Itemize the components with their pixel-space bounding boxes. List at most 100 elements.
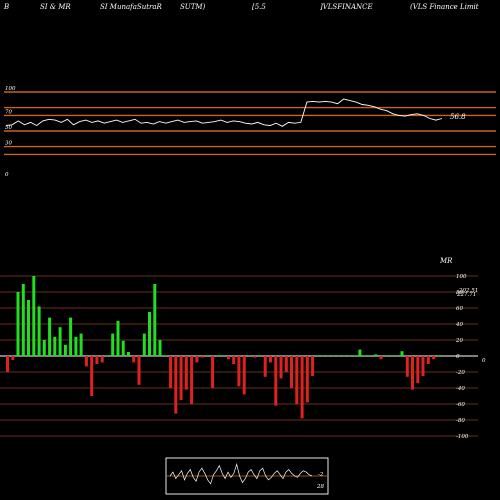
mr-bar-24 [132,356,136,363]
mr-bar-50 [269,356,272,363]
mr-bar-70 [374,354,378,356]
mr-tick-0: 0 [456,354,460,360]
rsi-tick-30: 30 [5,141,12,147]
mr-bar-79 [421,356,425,376]
mr-bar-26 [142,333,146,356]
mr-bar-10 [58,327,62,356]
mr-bar-42 [226,356,230,360]
rsi-value-label: 56.8 [450,113,466,121]
mr-zero-label-left: 0 [482,358,486,364]
mr-bar-31 [169,356,173,388]
mr-bar-21 [116,320,120,356]
mr-bar-3 [21,284,25,356]
mr-tick--80: -80 [456,418,465,424]
mr-bar-74 [395,355,399,356]
mr-bar-67 [358,349,362,356]
mr-bar-17 [95,356,99,364]
mr-bar-32 [174,356,178,414]
header-item-2: SI MunafaSutraR [100,3,163,11]
mr-bar-4 [27,300,30,356]
mr-tick--60: -60 [456,402,465,408]
mr-overlap-label-1: 227.71 [456,292,476,298]
mr-tick-labels: 100 80 60 40 20 0 -20 -40 -60 -80 -100 [455,274,469,440]
mr-panel-title: MR [439,257,453,265]
chart-header: B SI & MR SI MunafaSutraR SUTM) [5.5]VLSFINA… [3,3,479,11]
mr-bar-51 [274,356,278,406]
mr-bar-41 [221,355,225,356]
mr-bar-81 [432,356,436,360]
mr-bar-0 [6,356,9,372]
mr-bar-56 [300,356,304,419]
mr-bar-37 [200,356,204,358]
mr-bar-29 [158,340,162,356]
mr-bar-68 [363,355,367,356]
mr-bar-8 [48,317,52,356]
mr-bar-58 [311,356,315,376]
mr-bar-12 [69,317,73,356]
mr-bar-75 [400,351,404,356]
mr-bar-49 [263,356,267,377]
mr-bar-7 [42,340,46,356]
rsi-line [5,98,443,127]
mr-bar-40 [216,355,220,356]
mr-bar-65 [347,355,351,356]
mr-bar-80 [426,356,430,364]
mr-bar-30 [163,355,167,356]
mr-tick--40: -40 [456,386,465,392]
mr-bar-48 [258,355,262,356]
mini-panel [165,457,329,495]
mr-bar-34 [184,356,188,390]
mr-bar-23 [127,352,130,356]
mr-bar-78 [416,356,420,384]
mr-bar-36 [195,356,199,363]
rsi-tick-50: 50 [5,125,12,131]
mr-bar-76 [405,356,409,377]
mr-bar-33 [179,356,183,400]
mr-bar-6 [37,306,41,356]
mr-tick-80: 80 [456,290,463,296]
mr-tick-100: 100 [456,274,467,280]
rsi-tick-100: 100 [5,86,16,92]
mr-bar-59 [316,355,320,356]
mr-bar-39 [211,356,215,388]
rsi-series [5,98,443,127]
rsi-tick-70: 70 [5,109,12,115]
mr-bar-9 [53,336,57,356]
mr-bar-72 [384,355,388,356]
mr-bar-53 [284,356,288,372]
mr-bar-82 [437,355,441,356]
header-item-4: [5.5 [252,3,266,11]
mini-second-label: 28 [316,484,324,490]
mr-bar-44 [237,356,241,387]
mr-bar-27 [148,312,151,356]
mr-bar-52 [279,356,283,379]
mr-bar-5 [32,276,36,356]
header-item-6: (VLS Finance Limit [410,3,479,11]
mr-bar-45 [242,356,246,395]
mr-bar-61 [326,355,330,356]
header-item-3: SUTM) [180,3,206,11]
mr-bar-73 [390,355,393,356]
mr-bar-69 [368,355,372,356]
mr-bar-77 [411,356,414,390]
mr-bars [6,276,441,419]
mr-bar-2 [16,292,20,356]
mr-bar-1 [11,356,15,360]
header-item-1: SI & MR [40,3,71,11]
mr-bar-25 [137,356,141,385]
mr-bar-28 [153,284,157,356]
mr-bar-57 [305,356,309,403]
rsi-tick-labels: 100 70 50 30 0 [5,86,16,178]
mr-tick-20: 20 [455,338,463,344]
header-item-0: B [3,3,9,11]
mr-overlap-label-2: 202.51 [458,288,478,294]
mr-bar-13 [74,336,78,356]
mr-bar-54 [290,356,293,388]
mr-bar-60 [321,355,325,356]
mr-bar-22 [121,340,125,356]
mini-value-label: -2 [318,472,324,478]
mr-bar-66 [353,355,357,356]
mr-bar-38 [205,355,209,356]
